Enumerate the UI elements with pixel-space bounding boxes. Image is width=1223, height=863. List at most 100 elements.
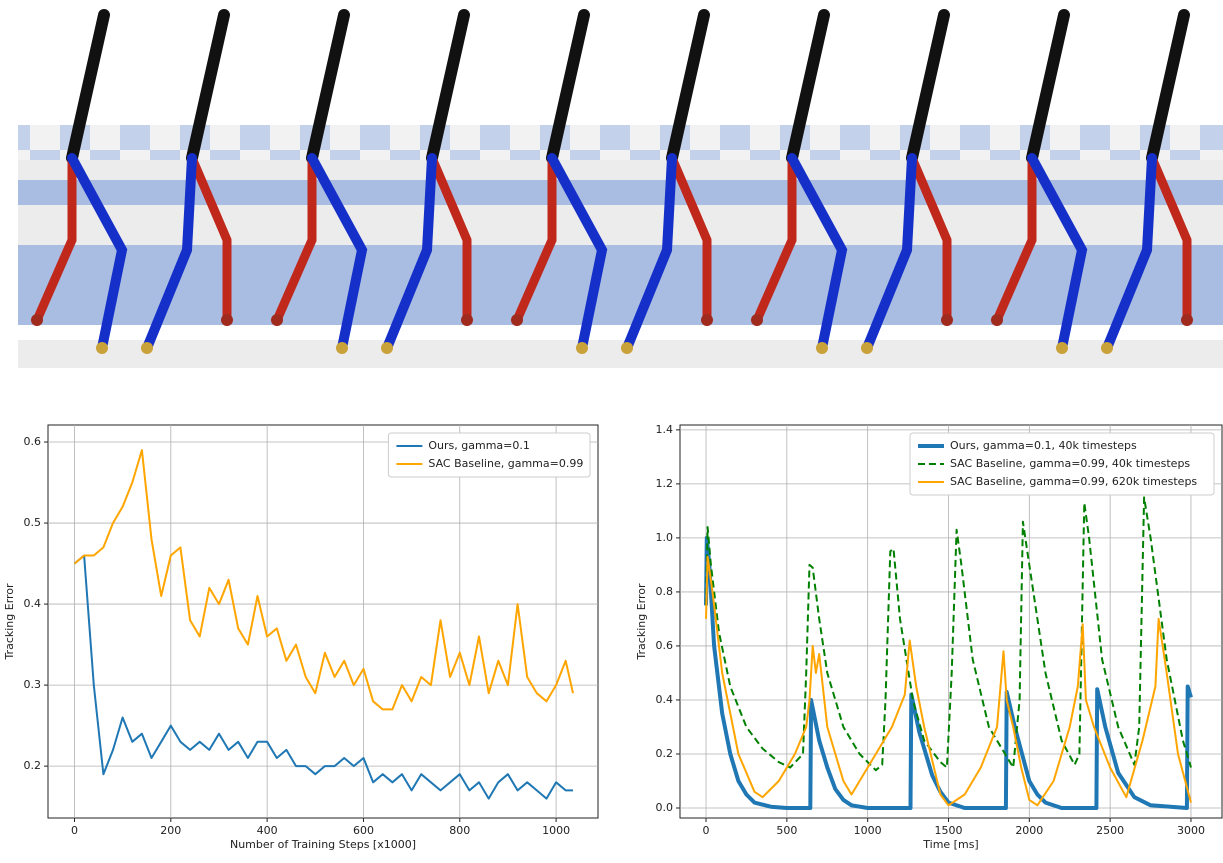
x-tick-label: 1000 [542,824,570,837]
legend-label: SAC Baseline, gamma=0.99, 40k timesteps [950,457,1190,470]
foot [381,342,393,354]
y-axis-label: Tracking Error [635,583,648,661]
leg-blue [1027,153,1088,353]
foot [576,342,588,354]
leg-red [512,153,557,325]
y-tick-label: 0.4 [24,597,42,610]
x-tick-label: 200 [160,824,181,837]
legend-box [909,432,1215,496]
robot [1101,9,1193,354]
leg-blue [862,153,917,353]
torso [786,9,830,164]
foot [336,342,348,354]
robot [751,9,848,354]
legend-label: Ours, gamma=0.1, 40k timesteps [950,439,1137,452]
series-line [73,449,574,711]
legend-label: SAC Baseline, gamma=0.99 [428,457,583,470]
foot [461,314,473,326]
x-tick-label: 2000 [1015,824,1043,837]
robot [271,9,368,354]
foot [271,314,283,326]
floor-near [18,245,1223,325]
foot [1056,342,1068,354]
y-tick-label: 0.0 [656,801,674,814]
x-axis-label: Number of Training Steps [x1000] [230,838,416,851]
robot [141,9,233,354]
leg-red [1147,153,1192,325]
leg-blue [787,153,848,353]
torso [546,9,590,164]
leg-blue [67,153,128,353]
leg-red [752,153,797,325]
leg-red [187,153,232,325]
x-tick-label: 0 [71,824,78,837]
robot [381,9,473,354]
y-tick-label: 0.6 [656,639,674,652]
robot [621,9,713,354]
robot [991,9,1088,354]
foot [861,342,873,354]
foot [31,314,43,326]
plot-area [47,424,599,819]
y-tick-label: 0.6 [24,435,42,448]
legend-box [387,432,591,478]
y-tick-label: 0.3 [24,678,42,691]
foot [991,314,1003,326]
foot [751,314,763,326]
y-tick-label: 1.0 [656,531,674,544]
y-tick-label: 0.8 [656,585,674,598]
leg-blue [1102,153,1157,353]
torso [186,9,230,164]
x-tick-label: 800 [449,824,470,837]
x-tick-label: 2500 [1096,824,1124,837]
foot [221,314,233,326]
x-tick-label: 0 [703,824,710,837]
robot-scene [18,9,1223,368]
foot [96,342,108,354]
robot [861,9,953,354]
torso [1026,9,1070,164]
x-tick-label: 600 [353,824,374,837]
series-line [705,496,1192,772]
foot [511,314,523,326]
robot [511,9,608,354]
x-tick-label: 400 [257,824,278,837]
y-tick-label: 1.4 [656,423,674,436]
series-line [705,555,1192,807]
leg-red [992,153,1037,325]
foot [941,314,953,326]
y-tick-label: 0.5 [24,516,42,529]
leg-blue [382,153,437,353]
x-tick-label: 500 [776,824,797,837]
x-axis-label: Time [ms] [922,838,978,851]
leg-red [32,153,77,325]
torso [306,9,350,164]
foot [621,342,633,354]
foot [816,342,828,354]
leg-red [427,153,472,325]
floor-band [18,180,1223,205]
x-tick-label: 1000 [854,824,882,837]
foot [1101,342,1113,354]
torso [906,9,950,164]
x-tick-label: 3000 [1177,824,1205,837]
leg-red [667,153,712,325]
leg-blue [547,153,608,353]
y-tick-label: 0.2 [656,747,674,760]
torso [426,9,470,164]
torso [666,9,710,164]
y-tick-label: 0.2 [24,759,42,772]
leg-red [907,153,952,325]
foot [141,342,153,354]
floor-far [18,125,1223,160]
legend-label: Ours, gamma=0.1 [428,439,529,452]
y-tick-label: 0.4 [656,693,674,706]
robot [31,9,128,354]
y-axis-label: Tracking Error [3,583,16,661]
y-tick-label: 1.2 [656,477,674,490]
foot [1181,314,1193,326]
legend-label: SAC Baseline, gamma=0.99, 620k timesteps [950,475,1197,488]
leg-red [272,153,317,325]
